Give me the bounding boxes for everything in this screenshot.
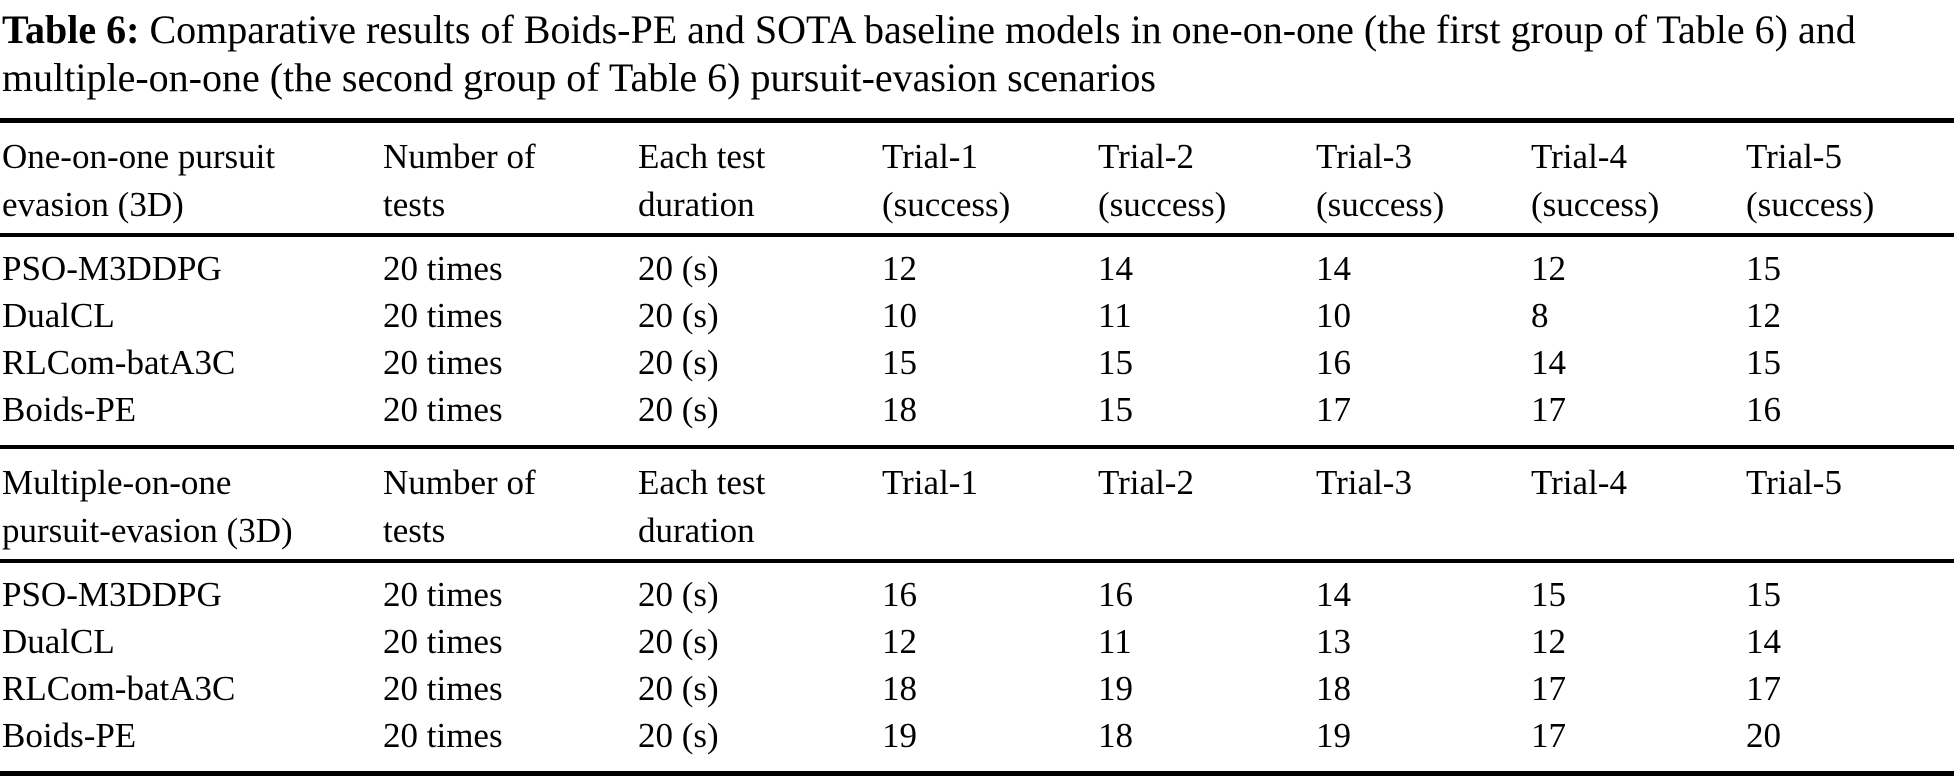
- trial-4-value: 17: [1531, 669, 1566, 708]
- trial-5-value: 16: [1746, 390, 1781, 429]
- trial-5-value: 12: [1746, 296, 1781, 335]
- table-row: PSO-M3DDPG 20 times 20 (s) 16 16 14 15 1…: [0, 561, 1954, 618]
- duration-cell: 20 (s): [638, 343, 719, 382]
- duration-cell: 20 (s): [638, 622, 719, 661]
- model-cell: Boids-PE: [2, 390, 137, 429]
- tests-cell: 20 times: [383, 575, 503, 614]
- group2-number-of-tests-header: Number of tests: [383, 445, 638, 563]
- tests-cell: 20 times: [383, 296, 503, 335]
- group1-scenario-header: One-on-one pursuit evasion (3D): [0, 120, 383, 237]
- duration-cell: 20 (s): [638, 575, 719, 614]
- trial-5-value: 20: [1746, 716, 1781, 755]
- model-cell: PSO-M3DDPG: [2, 249, 222, 288]
- trial-4-value: 12: [1531, 622, 1566, 661]
- model-cell: PSO-M3DDPG: [2, 575, 222, 614]
- trial-1-value: 10: [882, 296, 917, 335]
- group1-trial-3-header: Trial-3 (success): [1316, 120, 1531, 237]
- trial-2-value: 15: [1098, 343, 1133, 382]
- trial-1-value: 19: [882, 716, 917, 755]
- table-caption-text: Comparative results of Boids-PE and SOTA…: [2, 7, 1856, 100]
- tests-cell: 20 times: [383, 716, 503, 755]
- table-row: PSO-M3DDPG 20 times 20 (s) 12 14 14 12 1…: [0, 235, 1954, 292]
- trial-1-value: 18: [882, 390, 917, 429]
- table-caption-label: Table 6:: [2, 7, 140, 52]
- trial-3-value: 14: [1316, 249, 1351, 288]
- trial-3-value: 13: [1316, 622, 1351, 661]
- tests-cell: 20 times: [383, 390, 503, 429]
- trial-5-value: 14: [1746, 622, 1781, 661]
- model-cell: DualCL: [2, 622, 115, 661]
- table-row: Boids-PE 20 times 20 (s) 19 18 19 17 20: [0, 712, 1954, 774]
- trial-4-value: 17: [1531, 390, 1566, 429]
- group1-trial-5-header: Trial-5 (success): [1746, 120, 1954, 237]
- trial-4-value: 14: [1531, 343, 1566, 382]
- table-row: RLCom-batA3C 20 times 20 (s) 15 15 16 14…: [0, 339, 1954, 386]
- trial-2-value: 18: [1098, 716, 1133, 755]
- trial-3-value: 19: [1316, 716, 1351, 755]
- table-caption: Table 6: Comparative results of Boids-PE…: [0, 0, 1954, 102]
- table-row: DualCL 20 times 20 (s) 12 11 13 12 14: [0, 618, 1954, 665]
- group1-test-duration-header: Each test duration: [638, 120, 882, 237]
- group-multiple-on-one: Multiple-on-one pursuit-evasion (3D) Num…: [0, 445, 1954, 774]
- group2-trial-1-header: Trial-1: [882, 445, 1098, 563]
- model-cell: DualCL: [2, 296, 115, 335]
- duration-cell: 20 (s): [638, 669, 719, 708]
- trial-1-value: 18: [882, 669, 917, 708]
- table-row: Boids-PE 20 times 20 (s) 18 15 17 17 16: [0, 386, 1954, 447]
- trial-4-value: 12: [1531, 249, 1566, 288]
- trial-3-value: 18: [1316, 669, 1351, 708]
- trial-1-value: 12: [882, 622, 917, 661]
- trial-4-value: 17: [1531, 716, 1566, 755]
- trial-4-value: 15: [1531, 575, 1566, 614]
- trial-3-value: 17: [1316, 390, 1351, 429]
- trial-2-value: 16: [1098, 575, 1133, 614]
- group-one-on-one: One-on-one pursuit evasion (3D) Number o…: [0, 120, 1954, 448]
- group2-trial-4-header: Trial-4: [1531, 445, 1746, 563]
- duration-cell: 20 (s): [638, 716, 719, 755]
- model-cell: RLCom-batA3C: [2, 343, 236, 382]
- trial-5-value: 15: [1746, 575, 1781, 614]
- group2-header-row: Multiple-on-one pursuit-evasion (3D) Num…: [0, 445, 1954, 563]
- trial-2-value: 11: [1098, 296, 1132, 335]
- trial-5-value: 15: [1746, 249, 1781, 288]
- tests-cell: 20 times: [383, 669, 503, 708]
- group1-trial-4-header: Trial-4 (success): [1531, 120, 1746, 237]
- trial-3-value: 16: [1316, 343, 1351, 382]
- trial-3-value: 14: [1316, 575, 1351, 614]
- table-row: DualCL 20 times 20 (s) 10 11 10 8 12: [0, 292, 1954, 339]
- tests-cell: 20 times: [383, 343, 503, 382]
- group1-number-of-tests-header: Number of tests: [383, 120, 638, 237]
- duration-cell: 20 (s): [638, 249, 719, 288]
- trial-1-value: 12: [882, 249, 917, 288]
- group1-header-row: One-on-one pursuit evasion (3D) Number o…: [0, 120, 1954, 237]
- trial-2-value: 11: [1098, 622, 1132, 661]
- model-cell: Boids-PE: [2, 716, 137, 755]
- trial-2-value: 15: [1098, 390, 1133, 429]
- trial-5-value: 15: [1746, 343, 1781, 382]
- trial-4-value: 8: [1531, 296, 1549, 335]
- trial-1-value: 16: [882, 575, 917, 614]
- results-table: One-on-one pursuit evasion (3D) Number o…: [0, 118, 1954, 776]
- group2-trial-5-header: Trial-5: [1746, 445, 1954, 563]
- group2-trial-3-header: Trial-3: [1316, 445, 1531, 563]
- tests-cell: 20 times: [383, 622, 503, 661]
- table-row: RLCom-batA3C 20 times 20 (s) 18 19 18 17…: [0, 665, 1954, 712]
- duration-cell: 20 (s): [638, 296, 719, 335]
- tests-cell: 20 times: [383, 249, 503, 288]
- trial-1-value: 15: [882, 343, 917, 382]
- model-cell: RLCom-batA3C: [2, 669, 236, 708]
- trial-3-value: 10: [1316, 296, 1351, 335]
- group2-scenario-header: Multiple-on-one pursuit-evasion (3D): [0, 445, 383, 563]
- group1-trial-2-header: Trial-2 (success): [1098, 120, 1316, 237]
- group1-trial-1-header: Trial-1 (success): [882, 120, 1098, 237]
- duration-cell: 20 (s): [638, 390, 719, 429]
- trial-2-value: 14: [1098, 249, 1133, 288]
- trial-5-value: 17: [1746, 669, 1781, 708]
- group2-trial-2-header: Trial-2: [1098, 445, 1316, 563]
- group2-test-duration-header: Each test duration: [638, 445, 882, 563]
- trial-2-value: 19: [1098, 669, 1133, 708]
